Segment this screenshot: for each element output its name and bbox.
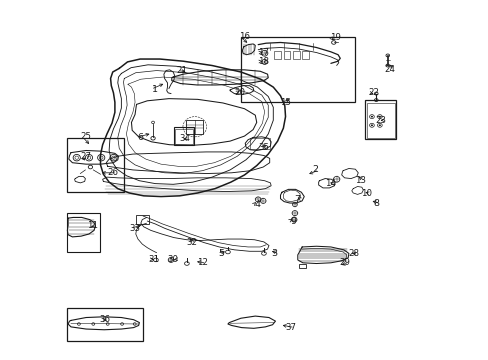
Text: 11: 11 [87, 221, 98, 230]
Text: 5: 5 [218, 248, 224, 258]
Text: 30: 30 [167, 255, 178, 264]
Text: 10: 10 [360, 189, 371, 198]
Text: 34: 34 [179, 134, 190, 143]
Text: 20: 20 [234, 88, 245, 97]
Text: 8: 8 [372, 199, 379, 208]
Text: 36: 36 [99, 315, 110, 324]
Bar [365, 100, 396, 139]
Text: 32: 32 [186, 238, 197, 247]
Text: 33: 33 [129, 224, 140, 233]
Ellipse shape [378, 124, 380, 126]
Text: 22: 22 [368, 88, 379, 97]
Text: 27: 27 [81, 152, 91, 161]
Text: 17: 17 [257, 48, 268, 57]
Text: 18: 18 [257, 57, 268, 66]
Text: 23: 23 [374, 116, 386, 125]
Text: 26: 26 [107, 168, 118, 177]
Ellipse shape [370, 116, 372, 117]
Bar [66, 213, 101, 252]
Ellipse shape [370, 124, 372, 126]
Bar [283, 51, 289, 59]
Bar [136, 215, 149, 224]
Text: 35: 35 [258, 143, 269, 152]
Ellipse shape [378, 116, 380, 117]
Text: 37: 37 [285, 323, 295, 332]
Bar [174, 127, 194, 145]
Bar [249, 138, 269, 149]
Text: 12: 12 [196, 258, 207, 267]
Text: 13: 13 [354, 176, 365, 185]
Text: 6: 6 [137, 133, 143, 142]
Text: 4: 4 [254, 200, 260, 210]
Text: 7: 7 [293, 195, 300, 204]
Text: 21: 21 [176, 66, 187, 75]
Bar [66, 308, 142, 341]
Text: 16: 16 [239, 32, 249, 41]
Bar [241, 37, 355, 102]
Text: 3: 3 [271, 248, 277, 258]
Bar [66, 138, 124, 192]
Text: 28: 28 [348, 249, 359, 258]
Text: 25: 25 [81, 132, 91, 140]
Text: 31: 31 [148, 255, 159, 264]
Bar [175, 129, 192, 144]
Bar [292, 51, 299, 59]
Bar [186, 120, 203, 134]
Text: 1: 1 [152, 85, 158, 94]
Text: 19: 19 [329, 33, 340, 42]
Text: 29: 29 [339, 258, 349, 267]
Text: 15: 15 [280, 98, 290, 107]
Text: 14: 14 [324, 179, 335, 188]
Bar [299, 264, 306, 268]
Bar [274, 51, 280, 59]
Bar [366, 103, 394, 138]
Text: 24: 24 [384, 65, 395, 74]
Text: 2: 2 [311, 165, 317, 174]
Bar [302, 51, 308, 59]
Text: 9: 9 [290, 216, 296, 225]
